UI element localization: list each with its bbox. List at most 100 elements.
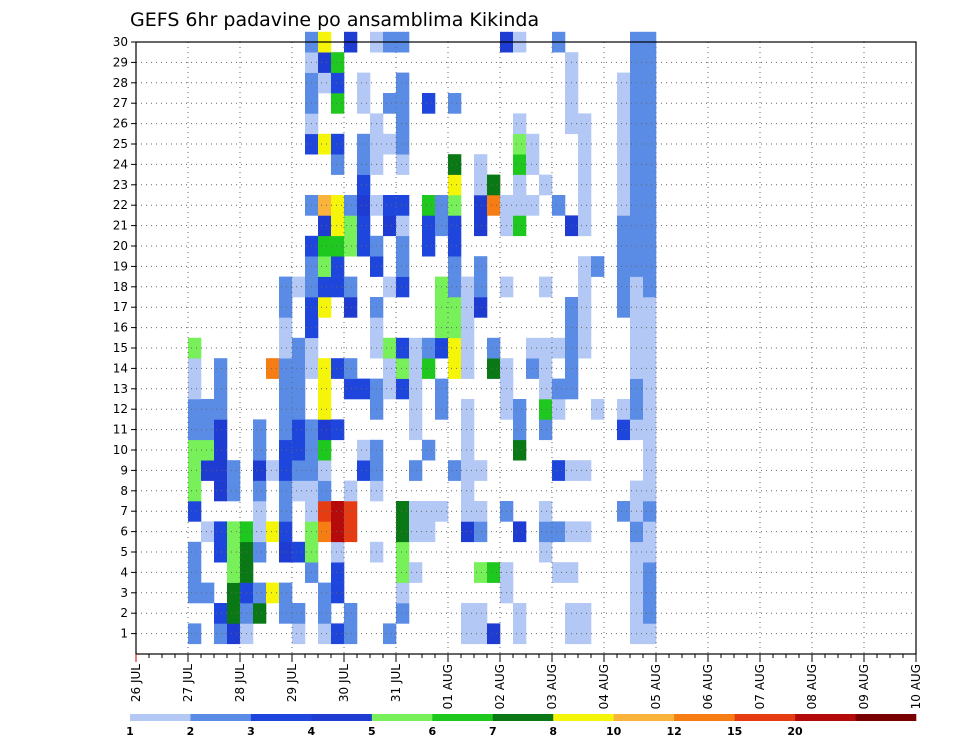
heatmap-cell [539,419,553,441]
heatmap-cell [539,337,553,359]
heatmap-cell [539,399,553,420]
heatmap-cell [552,195,566,216]
heatmap-cell [422,521,436,543]
heatmap-cell [266,521,280,543]
x-tick-label: 02 AUG [493,664,507,709]
heatmap-cell [253,521,267,543]
heatmap-cell [318,195,332,216]
heatmap-cell [344,623,358,645]
y-tick-label: 18 [113,280,128,294]
heatmap-cell [461,623,475,645]
heatmap-cell [279,276,293,298]
heatmap-cell [292,623,306,645]
heatmap-cell [214,623,228,645]
heatmap-cell [643,399,657,420]
heatmap-cell [409,399,423,420]
heatmap-cell [448,337,462,359]
heatmap-cell [422,337,436,359]
heatmap-cell [591,399,605,420]
colorbar-swatch [250,714,312,721]
heatmap-cell [331,154,345,175]
heatmap-cell [318,276,332,298]
heatmap-cell [643,215,657,237]
heatmap-cell [188,399,202,420]
heatmap-cell [552,337,566,359]
heatmap-cell [643,419,657,441]
heatmap-cell [474,174,488,196]
heatmap-cell [331,582,345,604]
data-cells [188,31,657,645]
colorbar-swatch [311,714,373,721]
heatmap-cell [461,337,475,359]
y-tick-label: 13 [113,382,128,396]
heatmap-cell [578,276,592,298]
x-tick-label: 27 JUL [181,664,195,702]
heatmap-cell [617,133,631,155]
heatmap-cell [513,439,527,461]
heatmap-cell [253,439,267,461]
heatmap-cell [292,460,306,481]
heatmap-cell [292,439,306,461]
heatmap-cell [344,358,358,379]
heatmap-cell [461,521,475,543]
heatmap-cell [643,276,657,298]
heatmap-cell [214,460,228,481]
heatmap-cell [318,358,332,379]
heatmap-cell [617,215,631,237]
heatmap-cell [409,337,423,359]
heatmap-cell [279,521,293,543]
heatmap-cell [292,399,306,420]
heatmap-cell [578,133,592,155]
heatmap-cell [331,623,345,645]
heatmap-cell [344,235,358,257]
heatmap-cell [643,256,657,277]
heatmap-cell [448,154,462,175]
heatmap-cell [448,195,462,216]
heatmap-cell [422,215,436,237]
heatmap-cell [396,256,410,277]
heatmap-cell [279,297,293,318]
y-tick-label: 20 [113,239,128,253]
heatmap-cell [357,195,371,216]
heatmap-cell [227,562,241,583]
heatmap-cell [539,174,553,196]
heatmap-cell [578,521,592,543]
heatmap-cell [422,93,436,114]
heatmap-cell [279,480,293,502]
heatmap-cell [552,562,566,583]
heatmap-cell [383,133,397,155]
x-tick-label: 30 JUL [337,664,351,702]
heatmap-cell [279,317,293,339]
heatmap-cell [214,419,228,441]
heatmap-cell [344,378,358,400]
heatmap-cell [643,541,657,563]
heatmap-cell [201,460,215,481]
heatmap-cell [201,582,215,604]
heatmap-cell [448,174,462,196]
heatmap-cell [617,501,631,522]
heatmap-cell [617,72,631,94]
heatmap-cell [331,501,345,522]
heatmap-cell [201,419,215,441]
x-tick-label: 06 AUG [701,664,715,709]
heatmap-cell [214,399,228,420]
heatmap-cell [487,337,501,359]
heatmap-cell [448,256,462,277]
heatmap-cell [643,501,657,522]
heatmap-cell [643,113,657,135]
heatmap-cell [253,419,267,441]
heatmap-cell [331,215,345,237]
colorbar-swatch [190,714,252,721]
heatmap-cell [331,541,345,563]
heatmap-cell [253,480,267,502]
heatmap-cell [331,276,345,298]
heatmap-cell [318,235,332,257]
heatmap-cell [396,72,410,94]
y-tick-label: 1 [120,627,128,641]
heatmap-cell [643,521,657,543]
heatmap-cell [578,256,592,277]
heatmap-cell [448,93,462,114]
heatmap-cell [318,256,332,277]
heatmap-cell [422,501,436,522]
